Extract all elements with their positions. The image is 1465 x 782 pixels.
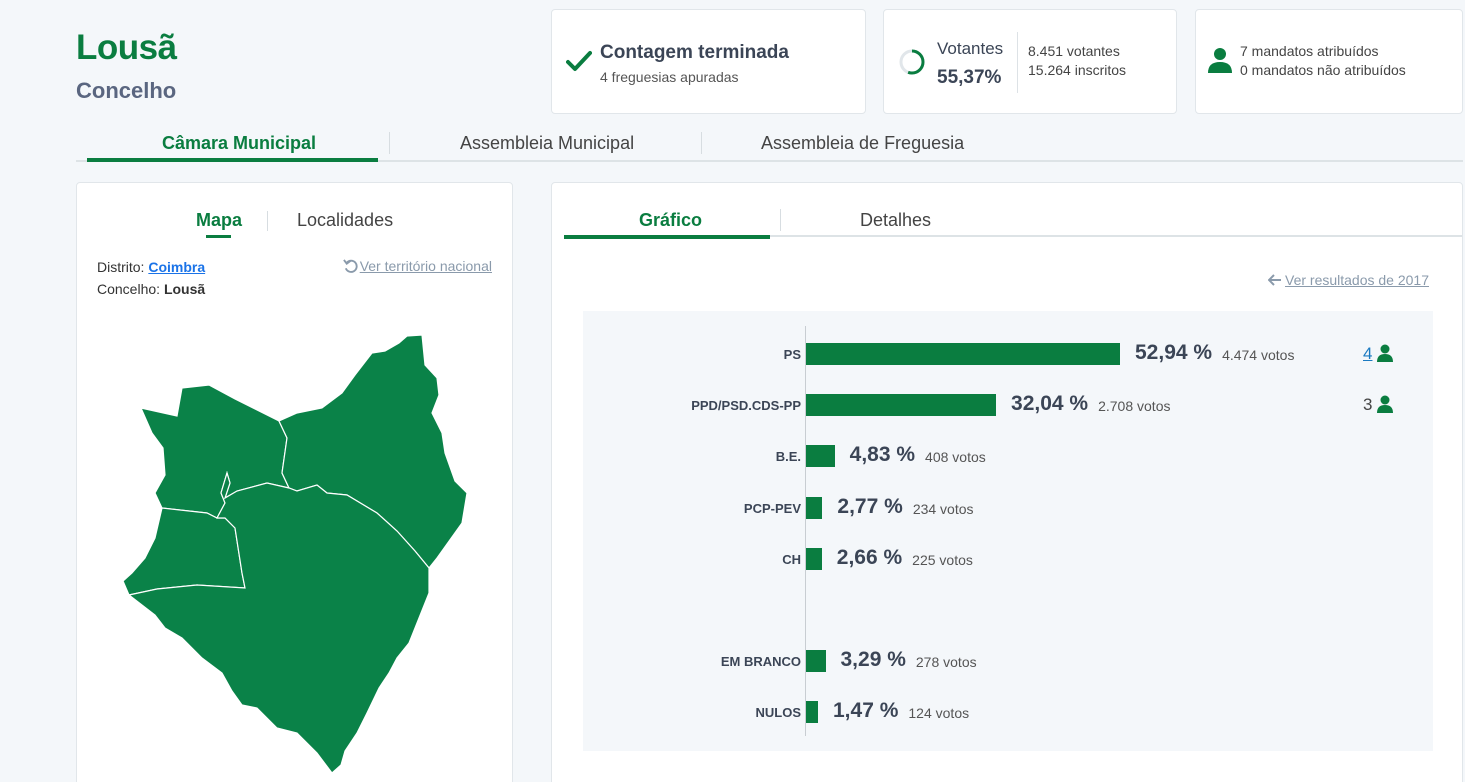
- county-label: Concelho:: [97, 281, 161, 297]
- result-bar: [806, 701, 818, 723]
- count-status-title: Contagem terminada: [600, 42, 789, 63]
- main-tabs: Câmara Municipal Assembleia Municipal As…: [76, 128, 1463, 162]
- check-icon: [566, 51, 592, 71]
- map-panel: Mapa Localidades Distrito: Coimbra Conce…: [76, 182, 513, 782]
- tab-separator: [389, 132, 390, 154]
- party-label: PCP-PEV: [743, 501, 801, 516]
- result-bar: [806, 497, 823, 519]
- percent-label: 3,29 %: [840, 648, 906, 671]
- votes-label: 278 votos: [915, 654, 977, 670]
- tab-assembleia-freguesia[interactable]: Assembleia de Freguesia: [761, 133, 965, 153]
- page-title: Lousã: [76, 28, 177, 67]
- mandates-count: 3: [1363, 395, 1373, 414]
- mandates-count[interactable]: 4: [1363, 344, 1373, 363]
- votes-label: 408 votos: [925, 449, 986, 465]
- district-label: Distrito:: [97, 259, 145, 275]
- national-territory-link[interactable]: Ver território nacional: [342, 258, 492, 274]
- card-divider: [1017, 32, 1018, 93]
- county-value: Lousã: [163, 281, 206, 297]
- arrow-left-icon: [1268, 274, 1281, 286]
- party-label: B.E.: [775, 449, 801, 464]
- percent-label: 52,94 %: [1135, 341, 1213, 364]
- mandates-unassigned: 0 mandatos não atribuídos: [1240, 62, 1406, 78]
- mandates-assigned: 7 mandatos atribuídos: [1240, 43, 1379, 59]
- votes-label: 225 votos: [912, 552, 973, 568]
- party-label: PPD/PSD.CDS-PP: [691, 398, 801, 413]
- mandates-card: 7 mandatos atribuídos 0 mandatos não atr…: [1195, 9, 1463, 114]
- county-map[interactable]: [117, 333, 477, 782]
- ring-progress-icon: [899, 49, 925, 75]
- map-region-south-west[interactable]: [122, 507, 246, 596]
- person-icon: [1377, 344, 1393, 362]
- party-label: NULOS: [755, 705, 802, 720]
- active-tab-indicator: [564, 235, 770, 239]
- tab-grafico[interactable]: Gráfico: [639, 210, 703, 230]
- results-panel: Gráfico Detalhes Ver resultados de 2017 …: [551, 182, 1463, 782]
- party-label: PS: [783, 347, 801, 362]
- votes-label: 4.474 votos: [1222, 347, 1295, 363]
- tab-separator: [780, 209, 781, 231]
- chart-axis: [805, 326, 806, 736]
- percent-label: 2,66 %: [836, 546, 903, 569]
- votes-label: 234 votos: [912, 501, 974, 517]
- tabs-baseline: [564, 235, 1462, 237]
- result-bar: [806, 394, 997, 416]
- turnout-label: Votantes: [937, 39, 1004, 58]
- votes-label: 124 votos: [908, 705, 970, 721]
- district-info: Distrito: Coimbra: [97, 259, 205, 275]
- turnout-value: 55,37%: [937, 67, 1002, 88]
- percent-label: 4,83 %: [849, 443, 916, 466]
- percent-label: 32,04 %: [1011, 392, 1089, 415]
- result-bar: [806, 650, 826, 672]
- undo-icon: [342, 259, 358, 273]
- active-tab-indicator: [206, 235, 231, 238]
- tab-assembleia-municipal[interactable]: Assembleia Municipal: [460, 133, 635, 153]
- result-bar: [806, 445, 835, 467]
- person-icon: [1377, 395, 1393, 413]
- percent-label: 2,77 %: [837, 495, 903, 518]
- results-bar-chart: PS 52,94 % 4.474 votos 4 PPD/PSD.CDS-PP 32,04…: [583, 311, 1433, 751]
- map-region-south[interactable]: [127, 470, 430, 774]
- registered-count: 15.264 inscritos: [1028, 62, 1127, 78]
- page-subtitle: Concelho: [76, 78, 177, 103]
- party-label: EM BRANCO: [720, 654, 801, 669]
- county-info: Concelho: Lousã: [97, 281, 205, 297]
- votes-label: 2.708 votos: [1098, 398, 1171, 414]
- national-link-label: Ver território nacional: [359, 258, 492, 274]
- party-label: CH: [782, 552, 801, 567]
- result-bar: [806, 343, 1120, 365]
- result-bar: [806, 548, 822, 570]
- person-icon: [1208, 48, 1232, 73]
- count-status-subtitle: 4 freguesias apuradas: [600, 69, 739, 85]
- tab-detalhes[interactable]: Detalhes: [860, 210, 932, 230]
- turnout-card: Votantes 55,37% 8.451 votantes 15.264 in…: [883, 9, 1177, 114]
- district-link[interactable]: Coimbra: [148, 259, 206, 275]
- percent-label: 1,47 %: [833, 699, 899, 722]
- tab-localidades[interactable]: Localidades: [297, 210, 394, 230]
- tab-mapa[interactable]: Mapa: [196, 210, 243, 230]
- count-status-card: Contagem terminada 4 freguesias apuradas: [551, 9, 866, 114]
- tab-separator: [267, 211, 268, 231]
- tab-separator: [701, 132, 702, 154]
- previous-results-label: Ver resultados de 2017: [1285, 272, 1429, 288]
- active-tab-indicator: [87, 158, 378, 162]
- voters-count: 8.451 votantes: [1028, 43, 1120, 59]
- tab-camara-municipal[interactable]: Câmara Municipal: [162, 133, 317, 153]
- previous-results-link[interactable]: Ver resultados de 2017: [1268, 272, 1429, 288]
